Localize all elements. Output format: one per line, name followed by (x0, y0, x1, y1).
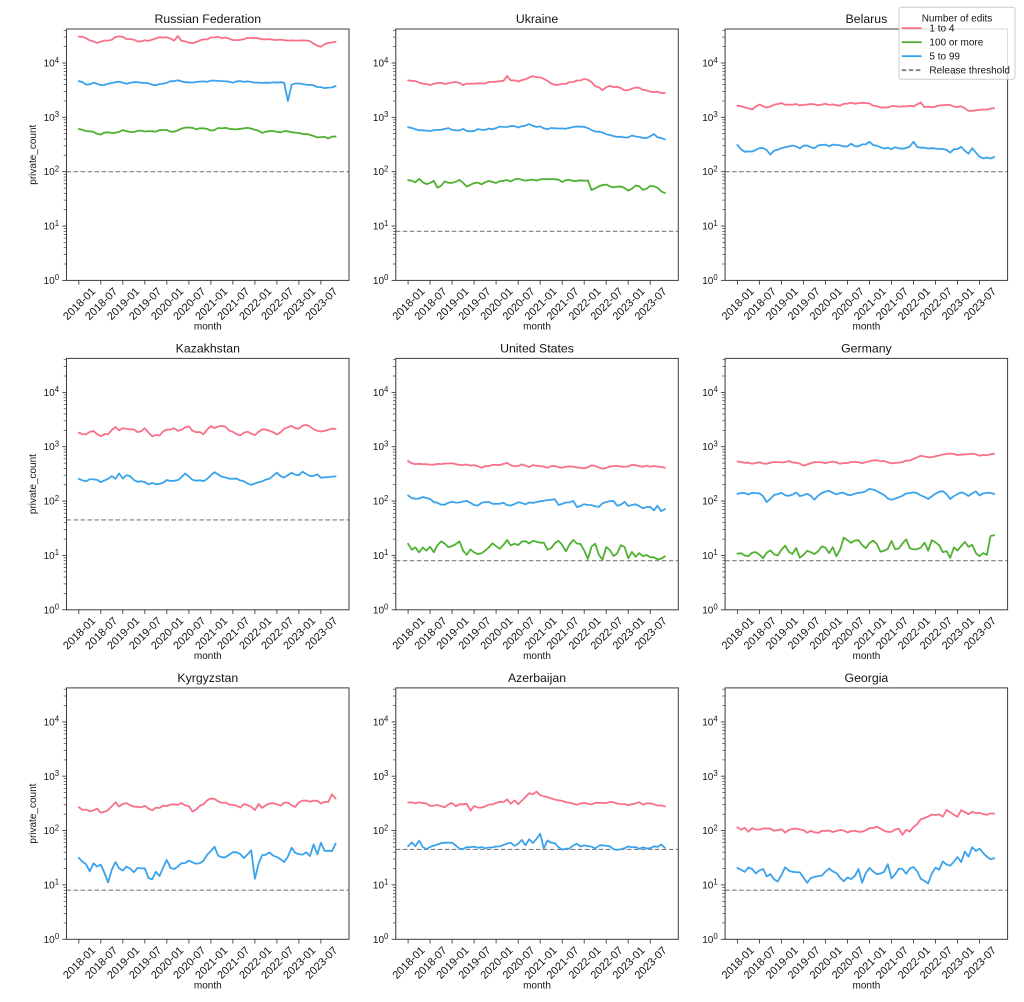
svg-text:private_count: private_count (28, 124, 39, 184)
svg-text:month: month (194, 651, 222, 662)
svg-text:Belarus: Belarus (846, 12, 888, 26)
svg-text:Azerbaijan: Azerbaijan (508, 671, 566, 685)
svg-text:Kazakhstan: Kazakhstan (176, 341, 240, 355)
svg-text:Ukraine: Ukraine (516, 12, 559, 26)
svg-text:month: month (523, 980, 551, 991)
svg-text:Russian Federation: Russian Federation (154, 12, 261, 26)
svg-text:month: month (194, 321, 222, 332)
svg-text:1 to 4: 1 to 4 (929, 24, 954, 35)
svg-text:month: month (523, 651, 551, 662)
svg-text:month: month (853, 980, 881, 991)
svg-text:Number of edits: Number of edits (922, 14, 993, 25)
svg-text:month: month (853, 321, 881, 332)
svg-text:month: month (194, 980, 222, 991)
svg-text:5 to 99: 5 to 99 (929, 52, 960, 63)
svg-text:Kyrgyzstan: Kyrgyzstan (177, 671, 238, 685)
svg-text:Germany: Germany (841, 341, 892, 355)
svg-text:Release threshold: Release threshold (929, 66, 1010, 77)
svg-text:private_count: private_count (28, 783, 39, 843)
svg-text:100 or more: 100 or more (929, 38, 983, 49)
svg-text:United States: United States (500, 341, 574, 355)
svg-text:Georgia: Georgia (845, 671, 889, 685)
svg-text:private_count: private_count (28, 454, 39, 514)
svg-text:month: month (523, 321, 551, 332)
svg-text:month: month (853, 651, 881, 662)
